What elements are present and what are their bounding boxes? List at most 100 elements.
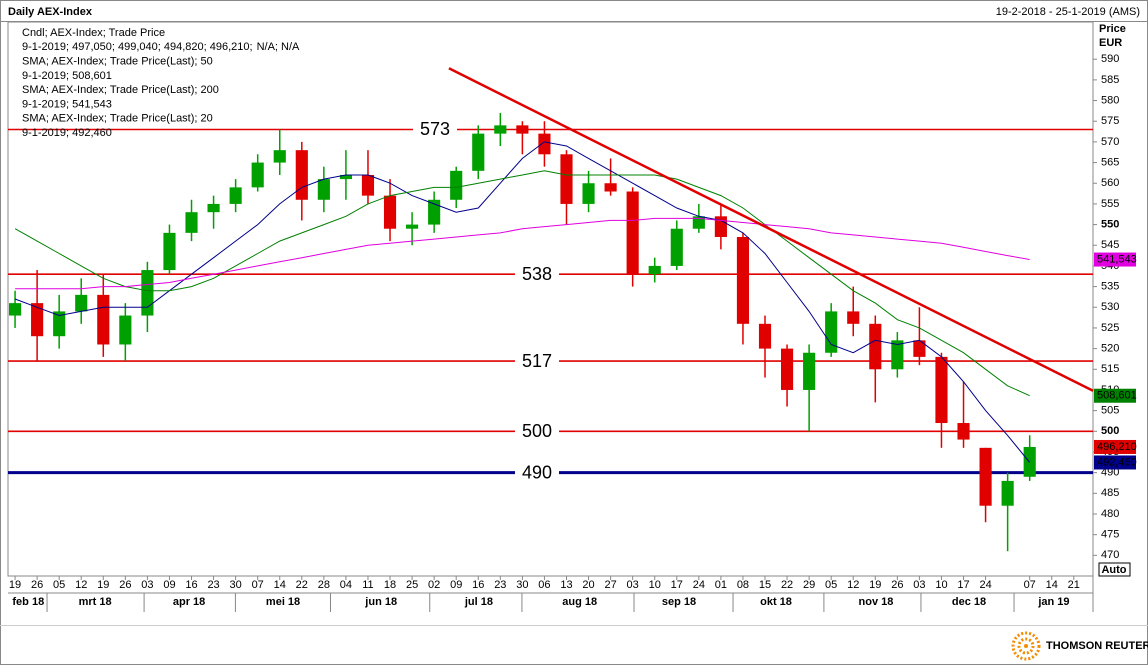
legend-entry: SMA; AEX-Index; Trade Price(Last); 200 — [22, 84, 219, 96]
candle-body — [582, 183, 595, 204]
x-tick-label: 21 — [1068, 579, 1080, 591]
legend-entry: SMA; AEX-Index; Trade Price(Last); 20 — [22, 113, 213, 125]
candle-body — [692, 216, 705, 229]
y-tick-label: 580 — [1101, 94, 1119, 106]
x-tick-label: 05 — [825, 579, 837, 591]
candle-body — [891, 340, 904, 370]
candle-body — [450, 170, 463, 200]
level-label-bg — [515, 263, 559, 286]
level-label: 538 — [522, 264, 552, 284]
candle-body — [516, 125, 529, 134]
level-label: 517 — [522, 351, 552, 371]
x-tick-label: 17 — [671, 579, 683, 591]
month-label: sep 18 — [662, 596, 696, 608]
auto-label[interactable]: Auto — [1101, 564, 1126, 576]
x-tick-label: 11 — [362, 579, 373, 591]
x-tick-label: 14 — [1046, 579, 1058, 591]
x-tick-label: 27 — [604, 579, 616, 591]
x-tick-label: 02 — [428, 579, 440, 591]
chart-title: Daily AEX-Index — [8, 6, 93, 18]
y-tick-label: 500 — [1101, 425, 1119, 437]
x-tick-label: 04 — [340, 579, 352, 591]
candle-body — [847, 311, 860, 324]
candle-body — [53, 311, 66, 337]
y-tick-label: 565 — [1101, 156, 1119, 168]
level-label: 490 — [522, 462, 552, 482]
x-tick-label: 05 — [53, 579, 65, 591]
x-tick-label: 12 — [847, 579, 859, 591]
candle-body — [560, 154, 573, 204]
month-label: feb 18 — [12, 596, 44, 608]
date-range: 19-2-2018 - 25-1-2019 (AMS) — [996, 6, 1140, 18]
candle-body — [538, 133, 551, 155]
legend-entry: 9-1-2019; 497,050; 499,040; 494,820; 496… — [22, 41, 253, 53]
y-tick-label: 545 — [1101, 239, 1119, 251]
x-tick-label: 24 — [979, 579, 991, 591]
legend-entry: 9-1-2019; 541,543 — [22, 98, 112, 110]
y-tick-label: 470 — [1101, 549, 1119, 561]
x-tick-label: 03 — [913, 579, 925, 591]
candle-body — [317, 179, 330, 200]
x-tick-label: 30 — [230, 579, 242, 591]
last-value-label: 492,460 — [1097, 456, 1137, 468]
candle-body — [913, 340, 926, 357]
candle-body — [207, 203, 220, 213]
last-value-label: 496,210 — [1097, 441, 1137, 453]
candle-body — [428, 199, 441, 225]
month-label: nov 18 — [859, 596, 894, 608]
y-label: Price — [1099, 23, 1126, 35]
candle-body — [714, 216, 727, 237]
x-tick-label: 24 — [693, 579, 705, 591]
y-tick-label: 475 — [1101, 529, 1119, 541]
last-value-box — [1094, 388, 1136, 403]
candle-body — [8, 303, 22, 316]
y-tick-label: 530 — [1101, 301, 1119, 313]
month-label: jun 18 — [364, 596, 397, 608]
y-tick-label: 480 — [1101, 508, 1119, 520]
sma-line — [15, 217, 1030, 290]
x-tick-label: 07 — [252, 579, 264, 591]
x-tick-label: 16 — [472, 579, 484, 591]
candle-body — [736, 236, 750, 324]
x-tick-label: 26 — [891, 579, 903, 591]
x-tick-label: 12 — [75, 579, 87, 591]
x-tick-label: 17 — [957, 579, 969, 591]
x-tick-label: 30 — [516, 579, 528, 591]
legend-entry: 9-1-2019; 508,601 — [22, 70, 112, 82]
x-tick-label: 15 — [759, 579, 771, 591]
level-label: 573 — [420, 119, 450, 139]
candle-body — [604, 183, 617, 192]
x-tick-label: 18 — [384, 579, 396, 591]
y-tick-label: 490 — [1101, 467, 1119, 479]
x-tick-label: 26 — [119, 579, 131, 591]
candle-body — [75, 294, 88, 312]
x-tick-label: 26 — [31, 579, 43, 591]
y-tick-label: 560 — [1101, 177, 1119, 189]
trend-line — [448, 67, 1093, 392]
x-tick-label: 10 — [649, 579, 661, 591]
y-tick-label: 585 — [1101, 74, 1119, 86]
x-tick-label: 29 — [803, 579, 815, 591]
x-tick-label: 01 — [715, 579, 727, 591]
month-label: mrt 18 — [79, 596, 112, 608]
candle-body — [472, 133, 485, 171]
x-tick-label: 10 — [935, 579, 947, 591]
level-label-bg — [515, 420, 559, 443]
month-label: jul 18 — [464, 596, 493, 608]
candle-body — [295, 150, 308, 200]
x-tick-label: 25 — [406, 579, 418, 591]
y-tick-label: 535 — [1101, 281, 1119, 293]
candle-body — [780, 348, 794, 390]
x-tick-label: 08 — [737, 579, 749, 591]
candle-body — [383, 195, 397, 229]
level-label-bg — [413, 118, 457, 141]
candle-body — [626, 191, 639, 275]
x-tick-label: 09 — [450, 579, 462, 591]
brand: THOMSON REUTERS — [1046, 640, 1148, 652]
y-tick-label: 525 — [1101, 322, 1119, 334]
month-label: jan 19 — [1037, 596, 1069, 608]
auto-button[interactable] — [1098, 562, 1131, 577]
y-tick-label: 555 — [1101, 198, 1119, 210]
y-tick-label: 485 — [1101, 487, 1119, 499]
candle-body — [935, 356, 948, 424]
